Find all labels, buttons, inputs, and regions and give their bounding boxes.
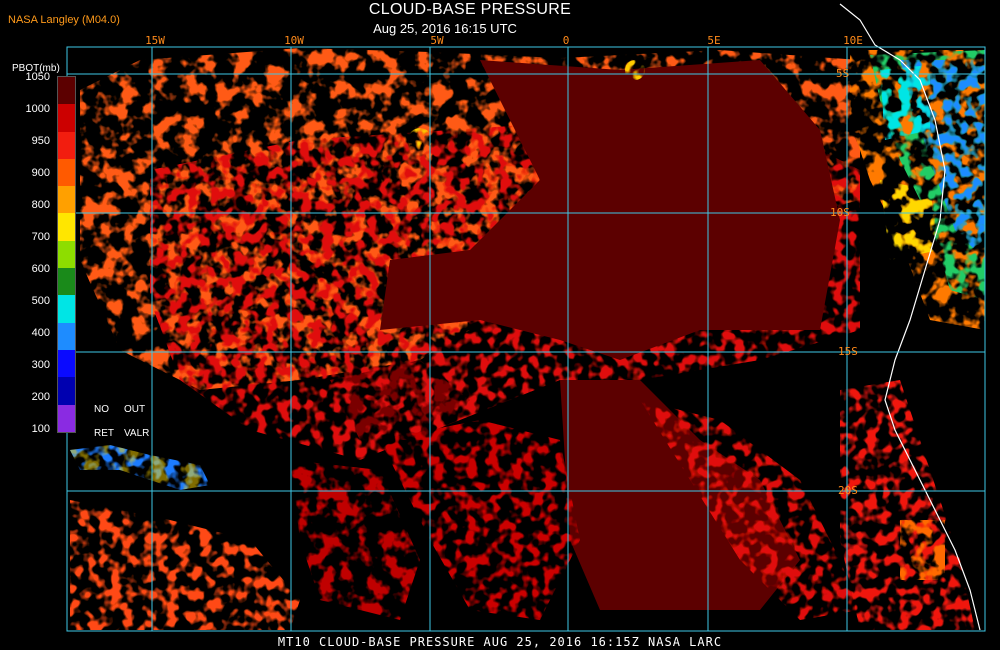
legend-note: OUT: [124, 404, 146, 415]
color-legend: [57, 76, 76, 433]
legend-tick-label: 1050: [25, 71, 50, 83]
org-label: NASA Langley (M04.0): [8, 14, 120, 26]
lon-label: 10W: [284, 34, 304, 47]
latlon-grid: [66, 46, 986, 632]
legend-swatch: [58, 158, 75, 187]
cloud-field: [67, 47, 985, 631]
footer-caption: MT10 CLOUD-BASE PRESSURE AUG 25, 2016 16…: [277, 635, 723, 649]
lat-label: 10S: [830, 206, 850, 219]
legend-tick-label: 200: [31, 391, 50, 403]
legend-tick-label: 950: [31, 135, 50, 147]
lat-label: 15S: [838, 345, 858, 358]
legend-tick-label: 300: [31, 359, 50, 371]
legend-swatch: [58, 213, 75, 241]
legend-swatch: [58, 240, 75, 269]
lon-label: 15W: [145, 34, 165, 47]
legend-swatch: [58, 322, 75, 350]
legend-swatch: [58, 404, 75, 432]
legend-tick-label: 900: [31, 167, 50, 179]
lon-label: 10E: [843, 34, 863, 47]
legend-tick-label: 1000: [25, 103, 50, 115]
legend-swatch: [58, 349, 75, 378]
legend-note: VALR: [124, 428, 150, 439]
legend-tick-label: 800: [31, 199, 50, 211]
lat-label: 5S: [836, 67, 850, 80]
legend-tick-label: 400: [31, 327, 50, 339]
lon-label: 5W: [430, 34, 444, 47]
legend-tick-label: 500: [31, 295, 50, 307]
lon-label: 0: [562, 34, 570, 47]
legend-tick-label: 600: [31, 263, 50, 275]
legend-swatch: [58, 268, 75, 296]
legend-swatch: [58, 377, 75, 405]
legend-swatch: [58, 104, 75, 132]
legend-note: RET: [94, 428, 114, 439]
legend-swatch: [58, 186, 75, 214]
datetime-label: Aug 25, 2016 16:15 UTC: [373, 21, 517, 36]
legend-swatch: [58, 295, 75, 323]
legend-note: NO: [94, 404, 109, 415]
legend-tick-label: 700: [31, 231, 50, 243]
legend-title: PBOT(mb): [12, 63, 60, 74]
coastline: [839, 3, 981, 631]
legend-swatch: [58, 77, 75, 105]
legend-swatch: [58, 131, 75, 159]
lon-label: 5E: [707, 34, 721, 47]
legend-tick-label: 100: [31, 423, 50, 435]
lat-label: 20S: [838, 484, 858, 497]
page-title: CLOUD-BASE PRESSURE: [368, 1, 572, 18]
